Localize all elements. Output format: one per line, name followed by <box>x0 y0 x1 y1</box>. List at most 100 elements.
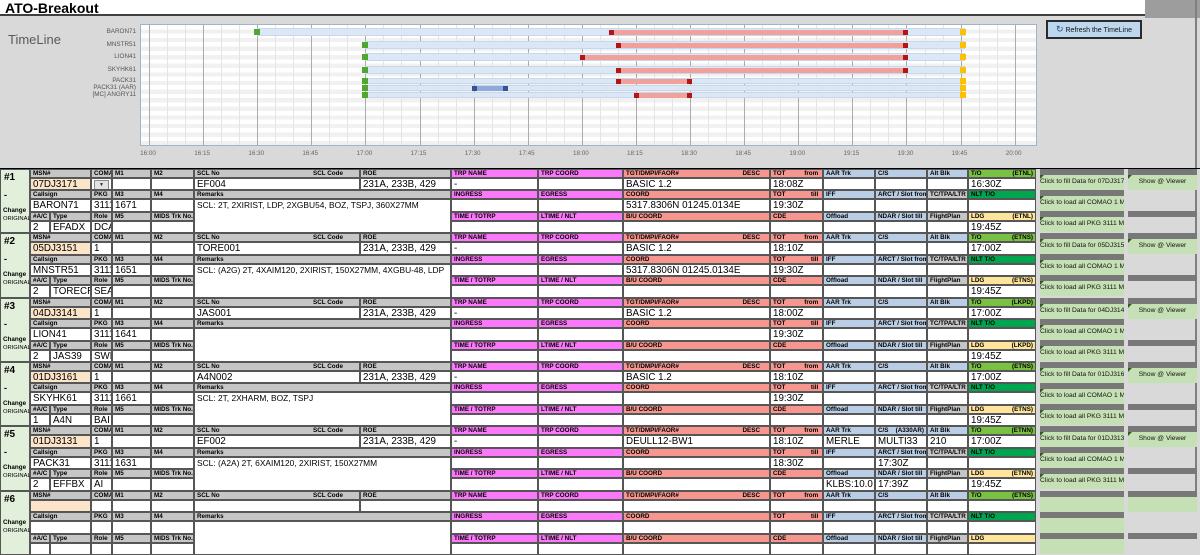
aar-trk-cell[interactable] <box>823 242 875 255</box>
tot-from-cell[interactable]: 18:08Z <box>770 178 823 191</box>
nlt-takeoff-cell[interactable] <box>968 199 1036 212</box>
show-viewer-button[interactable]: Show @ Viewer <box>1128 239 1197 255</box>
show-viewer-button[interactable]: Show @ Viewer <box>1128 432 1197 448</box>
load-comao-button[interactable]: Click to load all COMAO 1 MSN <box>1040 260 1124 276</box>
m4-cell[interactable] <box>151 199 194 212</box>
egress-cell[interactable] <box>538 328 623 341</box>
m4-cell[interactable] <box>151 456 194 470</box>
role-cell[interactable] <box>91 542 112 555</box>
tot-till-cell[interactable]: 19:30Z <box>770 392 823 405</box>
tgt-cell[interactable]: BASIC 1.2 <box>623 178 770 191</box>
tgt-cell[interactable]: DEULL12-BW1 <box>623 435 770 448</box>
landing-time-cell[interactable]: 19:45Z <box>968 413 1036 427</box>
m3-cell[interactable]: 1631 <box>112 456 151 470</box>
load-pkg-button[interactable]: Click to load all PKG 3111 MSN <box>1040 474 1124 490</box>
landing-time-cell[interactable]: 19:45Z <box>968 285 1036 298</box>
egress-cell[interactable] <box>538 199 623 212</box>
aar-trk-cell[interactable] <box>823 178 875 191</box>
m2-cell[interactable] <box>151 435 194 448</box>
remarks-cell[interactable] <box>194 521 451 555</box>
trp-coord-cell[interactable] <box>538 370 623 384</box>
ndar-slot-till-cell[interactable]: 17:39Z <box>875 478 927 491</box>
coord-cell[interactable] <box>623 456 770 470</box>
load-pkg-button[interactable]: Click to load all PKG 3111 MSN <box>1040 409 1124 425</box>
remarks-cell[interactable]: SCL: (A2G) 2T, 4XAIM120, 2XIRIST, 150X27… <box>194 263 451 298</box>
remarks-cell[interactable]: SCL: (A2A) 2T, 6XAIM120, 2XIRIST, 150X27… <box>194 456 451 491</box>
comao-cell[interactable]: 1 <box>91 435 112 448</box>
ingress-cell[interactable] <box>451 456 538 470</box>
m3-cell[interactable]: 1651 <box>112 263 151 277</box>
fill-data-button[interactable]: Click to fill Data for 01DJ3131 <box>1040 432 1124 448</box>
tot-from-cell[interactable]: 18:00Z <box>770 306 823 320</box>
flightplan-cell[interactable] <box>927 285 968 298</box>
callsign-cell[interactable]: MNSTR51 <box>30 263 91 277</box>
callsign-cell[interactable]: SKYHK61 <box>30 392 91 405</box>
pkg-cell[interactable]: 3111 <box>91 328 112 341</box>
tot-till-cell[interactable]: 19:30Z <box>770 199 823 212</box>
flightplan-cell[interactable] <box>927 542 968 555</box>
m2-cell[interactable] <box>151 306 194 320</box>
nlt-takeoff-cell[interactable] <box>968 263 1036 277</box>
egress-cell[interactable] <box>538 392 623 405</box>
offload-cell[interactable] <box>823 220 875 234</box>
ltime-nlt-cell[interactable] <box>538 413 623 427</box>
cde-cell[interactable] <box>770 478 823 491</box>
iff-cell[interactable] <box>823 263 875 277</box>
comao-cell[interactable]: 1 <box>91 306 112 320</box>
tgt-cell[interactable]: BASIC 1.2 <box>623 242 770 255</box>
mids-cell[interactable] <box>151 413 194 427</box>
flightplan-cell[interactable] <box>927 478 968 491</box>
cs-cell[interactable]: MULTI33 <box>875 435 927 448</box>
msn-dropdown-button[interactable]: ▼ <box>94 180 109 190</box>
tgt-cell[interactable]: BASIC 1.2 <box>623 370 770 384</box>
alt-blk-cell[interactable] <box>927 306 968 320</box>
aircraft-count-cell[interactable]: 1 <box>30 413 50 427</box>
pkg-cell[interactable]: 3111 <box>91 199 112 212</box>
role-cell[interactable]: DCA <box>91 220 112 234</box>
m5-cell[interactable] <box>112 220 151 234</box>
ingress-cell[interactable] <box>451 521 538 534</box>
takeoff-time-cell[interactable]: 17:00Z <box>968 306 1036 320</box>
takeoff-time-cell[interactable]: 16:30Z <box>968 178 1036 191</box>
tot-till-cell[interactable]: 18:30Z <box>770 456 823 470</box>
roe-cell[interactable]: 231A, 233B, 429 <box>360 435 451 448</box>
aar-trk-cell[interactable]: MERLE <box>823 435 875 448</box>
tot-from-cell[interactable]: 18:10Z <box>770 242 823 255</box>
show-viewer-button[interactable]: Show @ Viewer <box>1128 303 1197 319</box>
fill-data-button[interactable]: Click to fill Data for 01DJ3161 <box>1040 367 1124 383</box>
m2-cell[interactable] <box>151 370 194 384</box>
takeoff-time-cell[interactable]: 17:00Z <box>968 242 1036 255</box>
iff-cell[interactable] <box>823 392 875 405</box>
callsign-cell[interactable]: BARON71 <box>30 199 91 212</box>
role-cell[interactable]: SWEP <box>91 349 112 362</box>
m4-cell[interactable] <box>151 263 194 277</box>
show-viewer-button[interactable] <box>1128 496 1197 512</box>
offload-cell[interactable] <box>823 413 875 427</box>
load-comao-button[interactable]: Click to load all COMAO 1 MSN <box>1040 196 1124 211</box>
alt-blk-cell[interactable]: 210 <box>927 435 968 448</box>
nlt-takeoff-cell[interactable] <box>968 392 1036 405</box>
tc-tpa-ltr-cell[interactable] <box>927 263 968 277</box>
m4-cell[interactable] <box>151 392 194 405</box>
tgt-cell[interactable]: BASIC 1.2 <box>623 306 770 320</box>
m3-cell[interactable]: 1661 <box>112 392 151 405</box>
show-viewer-button[interactable]: Show @ Viewer <box>1128 367 1197 383</box>
alt-blk-cell[interactable] <box>927 370 968 384</box>
msn-cell[interactable]: 01DJ3161 <box>30 370 91 384</box>
egress-cell[interactable] <box>538 263 623 277</box>
cde-cell[interactable] <box>770 349 823 362</box>
aircraft-count-cell[interactable]: 2 <box>30 349 50 362</box>
nlt-takeoff-cell[interactable] <box>968 521 1036 534</box>
msn-cell[interactable]: 07DJ3171 <box>30 178 91 191</box>
ndar-slot-till-cell[interactable] <box>875 413 927 427</box>
offload-cell[interactable]: KLBS:10.0 <box>823 478 875 491</box>
scl-no-cell[interactable]: JAS001 <box>194 306 360 320</box>
arct-slot-from-cell[interactable] <box>875 263 927 277</box>
cde-cell[interactable] <box>770 220 823 234</box>
m5-cell[interactable] <box>112 542 151 555</box>
fill-data-button[interactable]: Click to fill Data for 07DJ3171 <box>1040 175 1124 190</box>
nlt-takeoff-cell[interactable] <box>968 328 1036 341</box>
load-comao-button[interactable]: Click to load all COMAO 1 MSN <box>1040 324 1124 340</box>
load-pkg-button[interactable]: Click to load all PKG 3111 MSN <box>1040 345 1124 361</box>
remarks-cell[interactable]: SCL: 2T, 2XIRIST, LDP, 2XGBU54, BOZ, TSP… <box>194 199 451 234</box>
